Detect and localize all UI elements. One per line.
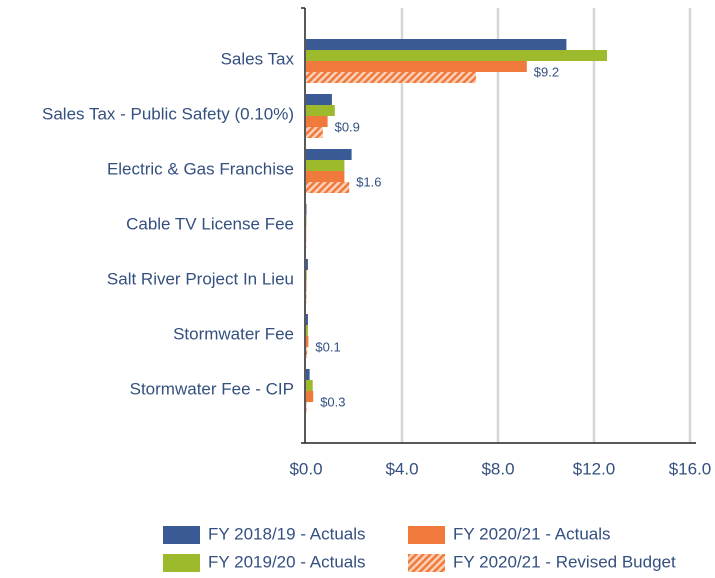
category-label: Stormwater Fee - CIP (130, 379, 294, 398)
data-label: $0.9 (335, 119, 360, 134)
category-label: Sales Tax (221, 49, 295, 68)
bar (306, 347, 308, 358)
legend-swatch (408, 526, 445, 544)
bar (306, 391, 314, 402)
bar (306, 314, 308, 325)
bar (306, 149, 352, 160)
legend-label: FY 2020/21 - Revised Budget (453, 552, 676, 571)
bar (306, 39, 567, 50)
data-label: $9.2 (534, 64, 559, 79)
legend-swatch (163, 554, 200, 572)
legend-swatch (408, 554, 445, 572)
bar (306, 259, 308, 270)
x-tick-label: $16.0 (669, 459, 712, 478)
category-label: Cable TV License Fee (126, 214, 294, 233)
bar (306, 61, 527, 72)
bar (306, 105, 335, 116)
category-label: Salt River Project In Lieu (107, 269, 294, 288)
bar (306, 336, 309, 347)
legend-label: FY 2019/20 - Actuals (208, 552, 366, 571)
data-label: $1.6 (356, 174, 381, 189)
category-label: Stormwater Fee (173, 324, 294, 343)
bar (306, 325, 308, 336)
x-tick-label: $0.0 (289, 459, 322, 478)
bar (306, 127, 323, 138)
bar (306, 50, 607, 61)
x-tick-label: $8.0 (481, 459, 514, 478)
bar (306, 94, 332, 105)
bar (306, 380, 313, 391)
bar (306, 171, 345, 182)
category-label: Sales Tax - Public Safety (0.10%) (42, 104, 294, 123)
category-label: Electric & Gas Franchise (107, 159, 294, 178)
x-tick-label: $12.0 (573, 459, 616, 478)
data-label: $0.3 (320, 394, 345, 409)
legend-swatch (163, 526, 200, 544)
bar (306, 160, 345, 171)
x-tick-label: $4.0 (385, 459, 418, 478)
bar (306, 116, 328, 127)
legend-label: FY 2018/19 - Actuals (208, 524, 366, 543)
bar (306, 72, 476, 83)
legend-label: FY 2020/21 - Actuals (453, 524, 611, 543)
data-label: $0.1 (315, 339, 340, 354)
bar (306, 369, 310, 380)
bar (306, 270, 307, 281)
bar (306, 182, 350, 193)
